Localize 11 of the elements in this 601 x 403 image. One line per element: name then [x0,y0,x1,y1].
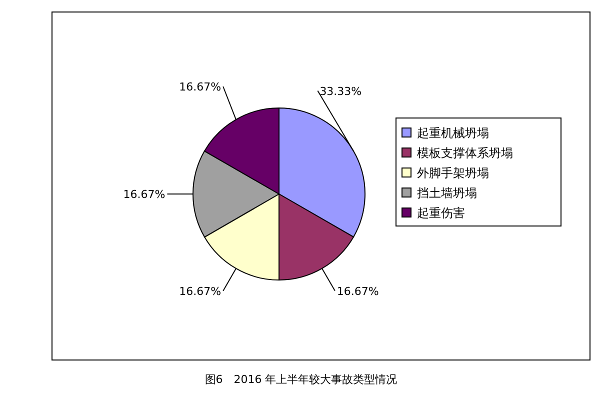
data-label: 16.67% [179,284,222,298]
legend-label: 模板支撑体系坍塌 [417,146,513,160]
legend-label: 起重伤害 [417,206,465,220]
legend-label: 起重机械坍塌 [417,126,489,140]
data-label: 16.67% [179,80,222,94]
data-label: 16.67% [123,188,166,202]
legend-label: 外脚手架坍塌 [417,166,489,180]
legend-label: 挡土墙坍塌 [417,186,477,200]
data-label: 33.33% [320,84,362,98]
data-label: 16.67% [336,284,379,298]
text: 图6 2016 年上半年较大事故类型情况 [204,373,398,386]
